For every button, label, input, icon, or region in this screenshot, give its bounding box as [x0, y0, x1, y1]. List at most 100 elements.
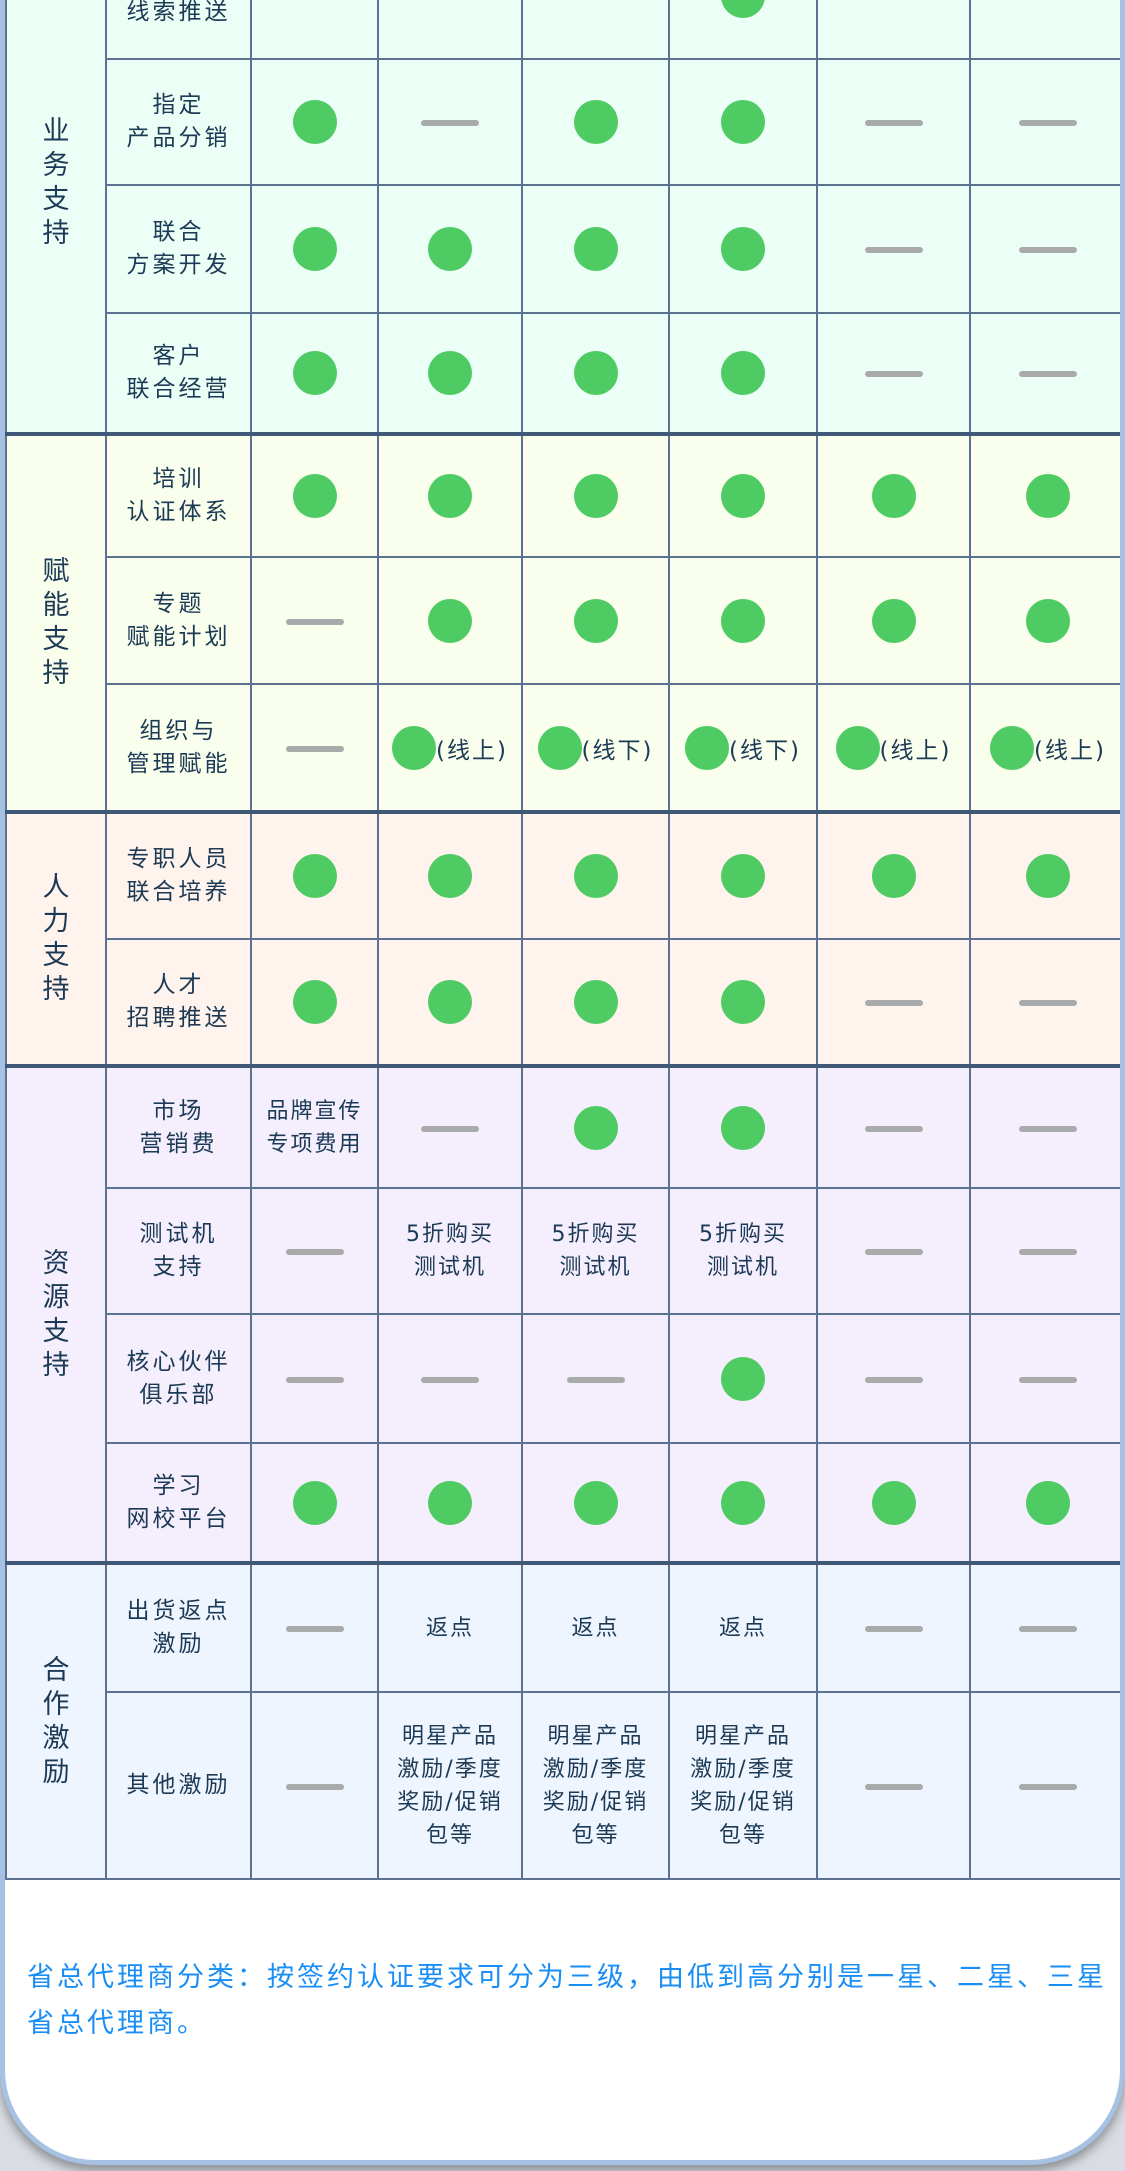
- cell-text: 返点: [377, 1561, 523, 1693]
- table-cell: [521, 0, 670, 60]
- table-cell: [250, 938, 379, 1067]
- table-row: 人力支持 专职人员 联合培养: [5, 810, 1120, 1067]
- row-label: 组织与 管理赋能: [105, 683, 252, 813]
- table-cell: [969, 1313, 1120, 1444]
- table-cell: [816, 810, 971, 940]
- supported-dot-icon: [428, 227, 472, 271]
- not-supported-dash-icon: [1019, 1125, 1077, 1132]
- table-cell: [668, 1064, 818, 1189]
- supported-dot-icon: [721, 474, 765, 518]
- supported-dot-icon: [721, 1356, 765, 1401]
- table-row: 赋能支持 培训 认证体系: [5, 432, 1120, 813]
- table-row: 组织与 管理赋能 (线上) (线下) (线下) (线上) (线上): [6, 683, 1120, 813]
- supported-dot-icon: [871, 474, 916, 518]
- supported-dot-icon: [721, 980, 765, 1024]
- table-cell: [377, 1313, 523, 1444]
- table-row: 指定 产品分销: [6, 58, 1120, 186]
- table-cell: [250, 810, 379, 940]
- group-label-text: 业务支持: [42, 116, 70, 249]
- group-label: 业务支持: [5, 0, 107, 435]
- table-cell: [969, 938, 1120, 1067]
- supported-dot-icon: [573, 598, 618, 643]
- table-cell: [668, 58, 818, 186]
- not-supported-dash-icon: [285, 1783, 344, 1790]
- cell-note: (线上): [436, 737, 508, 764]
- table-cell: [377, 810, 523, 940]
- supported-dot-icon: [537, 725, 582, 770]
- table-cell: [377, 432, 523, 558]
- row-label: 专题 赋能计划: [105, 556, 252, 685]
- supported-dot-icon: [292, 980, 337, 1024]
- table-cell: [969, 1064, 1120, 1189]
- not-supported-dash-icon: [864, 1125, 923, 1132]
- table-cell: [250, 1561, 379, 1693]
- supported-dot-icon: [292, 100, 337, 144]
- supported-dot-icon: [721, 351, 765, 395]
- agent-classification-note: 省总代理商分类：按签约认证要求可分为三级，由低到高分别是一星、二星、三星省总代理…: [27, 1962, 1107, 2039]
- table-row: 其他激励 明星产品 激励/季度 奖励/促销 包等 明星产品 激励/季度 奖励/促销 …: [6, 1691, 1120, 1880]
- row-label: 线索 线索推送: [105, 0, 252, 60]
- not-supported-dash-icon: [864, 120, 923, 126]
- not-supported-dash-icon: [1019, 247, 1077, 253]
- supported-dot-icon: [292, 227, 337, 271]
- cell-text: 5折购买 测试机: [521, 1187, 670, 1315]
- table-cell: [377, 184, 523, 314]
- not-supported-dash-icon: [864, 1000, 923, 1006]
- cell-note: (线上): [879, 737, 952, 764]
- table-cell: [250, 556, 379, 685]
- supported-dot-icon: [721, 0, 765, 18]
- table-cell: [969, 556, 1120, 685]
- table-cell: [377, 1442, 523, 1564]
- not-supported-dash-icon: [1019, 1249, 1077, 1255]
- table-cell: [377, 0, 523, 60]
- not-supported-dash-icon: [1019, 120, 1077, 126]
- supported-dot-icon: [573, 100, 618, 144]
- table-cell: [816, 0, 971, 60]
- table-cell: [668, 184, 818, 314]
- row-label: 专职人员 联合培养: [105, 810, 252, 940]
- table-cell: (线下): [668, 683, 818, 813]
- row-label: 测试机 支持: [105, 1187, 252, 1315]
- table-cell: [377, 556, 523, 685]
- table-cell: [521, 1313, 670, 1444]
- table-cell: [668, 1442, 818, 1564]
- not-supported-dash-icon: [285, 745, 344, 752]
- supported-dot-icon: [428, 854, 472, 898]
- table-row: 客户 联合经营: [6, 312, 1120, 435]
- table-row: 测试机 支持 5折购买 测试机 5折购买 测试机 5折购买 测试机: [6, 1187, 1120, 1315]
- table-cell: [969, 0, 1120, 60]
- cell-text: 5折购买 测试机: [377, 1187, 523, 1315]
- supported-dot-icon: [721, 1105, 765, 1150]
- not-supported-dash-icon: [864, 1626, 923, 1632]
- not-supported-dash-icon: [285, 1376, 344, 1383]
- supported-dot-icon: [1026, 1480, 1070, 1525]
- table-cell: [250, 312, 379, 435]
- row-label: 其他激励: [105, 1691, 252, 1880]
- supported-dot-icon: [721, 598, 765, 643]
- cell-note: (线上): [1034, 737, 1106, 764]
- cell-note: (线下): [729, 737, 801, 764]
- supported-dot-icon: [573, 474, 618, 518]
- table-cell: [816, 938, 971, 1067]
- table-cell: [250, 184, 379, 314]
- row-label: 指定 产品分销: [105, 58, 252, 186]
- group-label: 赋能支持: [5, 432, 107, 813]
- table-cell: [521, 184, 670, 314]
- cell-note: (线下): [581, 737, 654, 764]
- supported-dot-icon: [835, 725, 880, 770]
- table-cell: [377, 938, 523, 1067]
- supported-dot-icon: [392, 725, 437, 770]
- table-cell: [521, 58, 670, 186]
- not-supported-dash-icon: [1019, 1783, 1077, 1790]
- supported-dot-icon: [573, 980, 618, 1024]
- table-cell: [816, 1691, 971, 1880]
- supported-dot-icon: [428, 980, 472, 1024]
- row-label: 出货返点 激励: [105, 1561, 252, 1693]
- table-cell: [816, 312, 971, 435]
- not-supported-dash-icon: [285, 1249, 344, 1255]
- supported-dot-icon: [573, 854, 618, 898]
- table-row: 学习 网校平台: [6, 1442, 1120, 1564]
- table-cell: [816, 1064, 971, 1189]
- supported-dot-icon: [721, 100, 765, 144]
